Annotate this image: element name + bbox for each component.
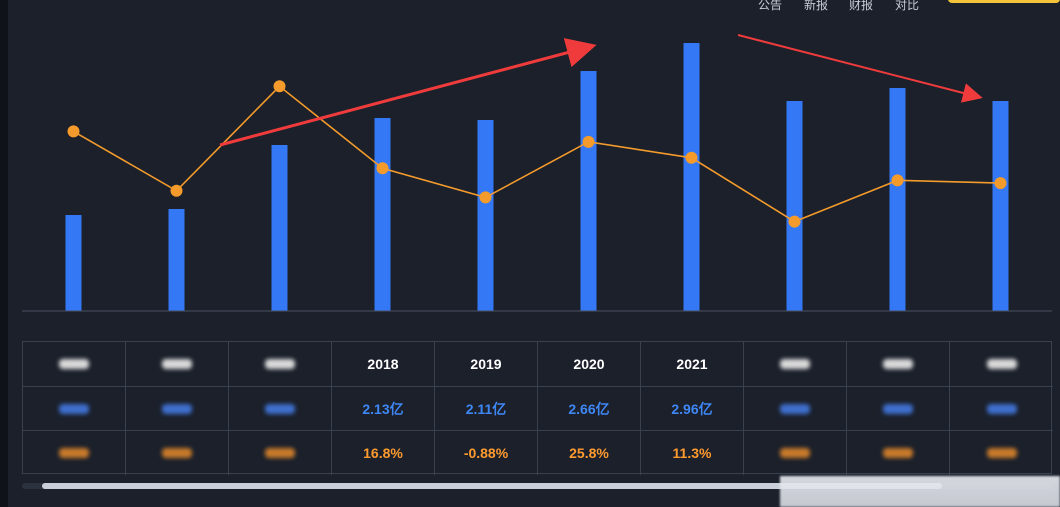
tab-announcement[interactable]: 公告 xyxy=(758,0,783,12)
growth-cell: 11.3% xyxy=(641,431,744,475)
growth-cell: -0.88% xyxy=(435,431,538,475)
year-cell: 2018 xyxy=(332,342,435,386)
growth-point[interactable] xyxy=(891,174,904,187)
growth-cell: 25.8% xyxy=(538,431,641,475)
revenue-bars xyxy=(65,43,1009,311)
redacted-value xyxy=(780,448,810,458)
growth-point[interactable] xyxy=(273,80,286,93)
redacted-value xyxy=(265,404,295,414)
growth-cell: 16.8% xyxy=(332,431,435,475)
growth-point[interactable] xyxy=(376,162,389,175)
revenue-cell xyxy=(23,387,126,431)
tab-financial-report[interactable]: 财报 xyxy=(849,0,874,12)
growth-cell xyxy=(23,431,126,475)
growth-point[interactable] xyxy=(582,135,595,148)
redacted-value xyxy=(162,359,192,369)
revenue-bar[interactable] xyxy=(271,145,288,311)
year-cell xyxy=(847,342,950,386)
action-button[interactable] xyxy=(948,0,1060,3)
redacted-value xyxy=(883,448,913,458)
revenue-cell xyxy=(126,387,229,431)
year-cell: 2020 xyxy=(538,342,641,386)
redacted-value xyxy=(265,448,295,458)
redacted-value xyxy=(986,359,1017,369)
growth-cell xyxy=(229,431,332,475)
revenue-bar[interactable] xyxy=(580,71,597,311)
revenue-bar[interactable] xyxy=(477,120,494,311)
revenue-bar[interactable] xyxy=(168,209,185,311)
redacted-value xyxy=(265,359,295,369)
growth-point[interactable] xyxy=(67,125,80,138)
growth-point[interactable] xyxy=(788,215,801,228)
redacted-value xyxy=(883,359,913,369)
redacted-value xyxy=(162,448,192,458)
revenue-cell xyxy=(229,387,332,431)
revenue-bar[interactable] xyxy=(992,101,1009,311)
year-cell: 2021 xyxy=(641,342,744,386)
year-cell xyxy=(744,342,847,386)
revenue-cell: 2.11亿 xyxy=(435,387,538,431)
revenue-cell xyxy=(847,387,950,431)
redacted-value xyxy=(59,404,89,414)
growth-line-path xyxy=(73,85,1001,223)
redacted-value xyxy=(780,404,810,414)
redacted-value xyxy=(986,448,1017,458)
growth-cell xyxy=(847,431,950,475)
overlay-fade xyxy=(780,476,1060,507)
revenue-cell: 2.66亿 xyxy=(538,387,641,431)
revenue-bar[interactable] xyxy=(683,43,700,311)
trend-arrow-down xyxy=(737,34,983,103)
growth-point[interactable] xyxy=(685,151,698,164)
redacted-value xyxy=(883,404,913,414)
year-cell: 2019 xyxy=(435,342,538,386)
tab-new-report[interactable]: 新报 xyxy=(804,0,829,12)
redacted-value xyxy=(59,448,89,458)
growth-cell xyxy=(744,431,847,475)
revenue-bar[interactable] xyxy=(374,118,391,311)
scrollbar-thumb[interactable] xyxy=(42,483,942,489)
redacted-value xyxy=(986,404,1017,414)
revenue-bar[interactable] xyxy=(65,215,82,311)
growth-line xyxy=(67,80,1007,228)
redacted-value xyxy=(780,359,810,369)
table-row-revenue: 2.13亿 2.11亿 2.66亿 2.96亿 xyxy=(23,386,1053,431)
year-cell xyxy=(229,342,332,386)
revenue-bar[interactable] xyxy=(786,101,803,311)
year-cell xyxy=(23,342,126,386)
window-frame xyxy=(0,0,8,507)
trend-arrow-up xyxy=(219,38,597,147)
financial-table: 2018 2019 2020 2021 2.13亿 2.11亿 2.66亿 2.96亿 16… xyxy=(22,341,1053,475)
revenue-cell: 2.13亿 xyxy=(332,387,435,431)
revenue-cell xyxy=(950,387,1053,431)
revenue-cell: 2.96亿 xyxy=(641,387,744,431)
table-row-growth: 16.8% -0.88% 25.8% 11.3% xyxy=(23,430,1053,475)
top-tab-bar: 公告 新报 财报 对比 xyxy=(0,0,1060,14)
redacted-value xyxy=(162,404,192,414)
table-row-years: 2018 2019 2020 2021 xyxy=(23,342,1053,386)
revenue-growth-chart xyxy=(22,34,1052,312)
year-cell xyxy=(126,342,229,386)
growth-point[interactable] xyxy=(170,184,183,197)
redacted-value xyxy=(59,359,89,369)
growth-point[interactable] xyxy=(479,191,492,204)
revenue-cell xyxy=(744,387,847,431)
growth-point[interactable] xyxy=(994,177,1007,190)
growth-cell xyxy=(950,431,1053,475)
revenue-bar[interactable] xyxy=(889,88,906,311)
tab-compare[interactable]: 对比 xyxy=(895,0,920,12)
year-cell xyxy=(950,342,1053,386)
growth-cell xyxy=(126,431,229,475)
